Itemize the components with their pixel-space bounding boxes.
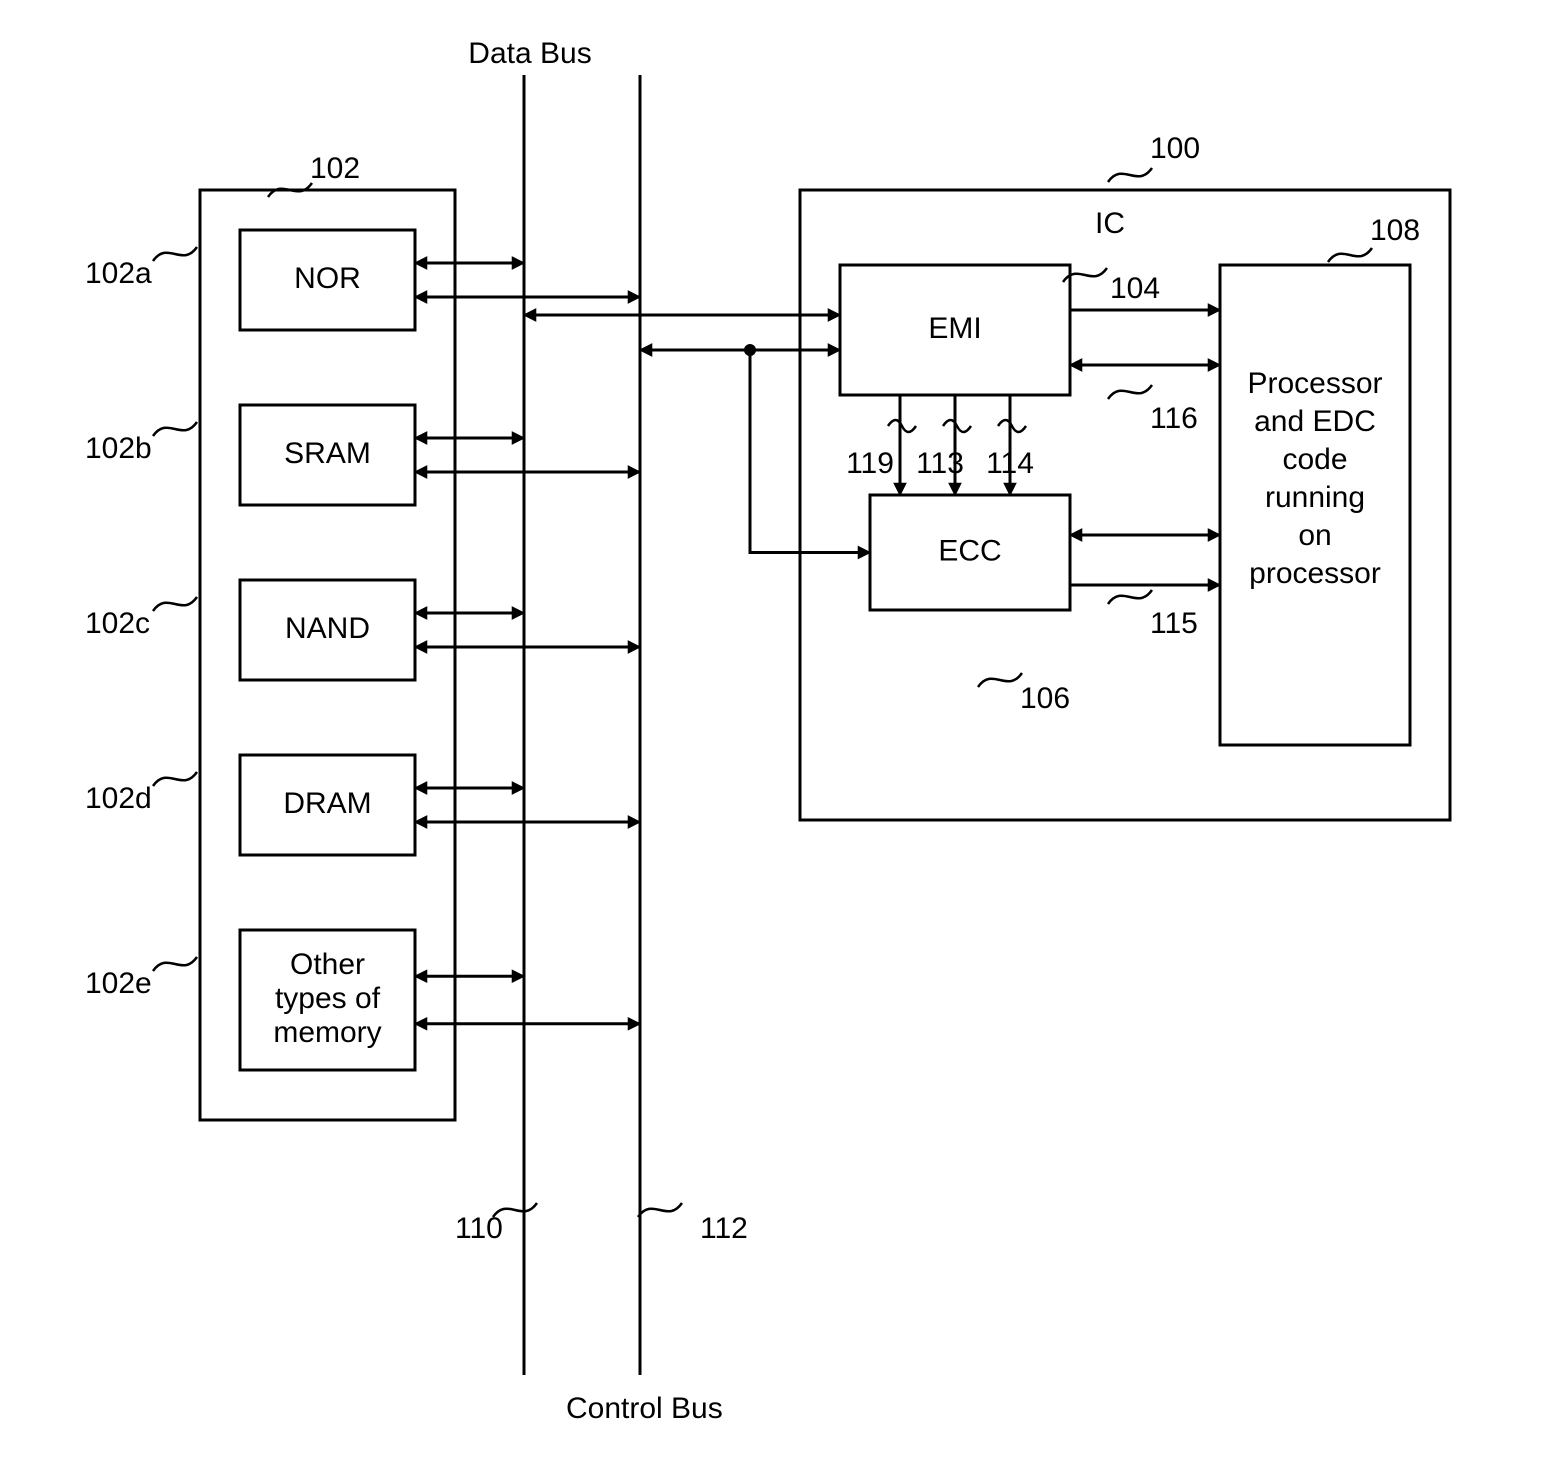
ref-112: 112 (700, 1212, 748, 1245)
mem-label-other: memory (273, 1016, 381, 1049)
ref-116: 116 (1150, 402, 1198, 435)
processor-label: running (1265, 481, 1365, 514)
mem-label-other: types of (275, 982, 381, 1015)
ref-102d: 102d (85, 782, 152, 815)
processor-label: and EDC (1254, 405, 1376, 438)
emi-label: EMI (928, 312, 981, 345)
ref-tick-116 (1108, 385, 1152, 399)
mem-label-nand: NAND (285, 612, 370, 645)
processor-label: on (1298, 519, 1331, 552)
ref-104: 104 (1110, 272, 1160, 305)
ref-tick-102b (153, 422, 197, 436)
ref-tick-108 (1328, 248, 1372, 262)
processor-label: processor (1249, 557, 1381, 590)
mem-label-dram: DRAM (283, 787, 371, 820)
ref-tick-102e (153, 957, 197, 971)
ref-106: 106 (1020, 682, 1070, 715)
processor-label: Processor (1247, 367, 1382, 400)
ref-tick-102a (153, 247, 197, 261)
mem-label-nor: NOR (294, 262, 361, 295)
ref-102b: 102b (85, 432, 152, 465)
control-bus-label: Control Bus (566, 1392, 723, 1425)
ref-119: 119 (846, 447, 894, 480)
ref-tick-102 (268, 183, 312, 197)
ref-tick-102c (153, 597, 197, 611)
ref-tick-100 (1108, 168, 1152, 182)
ref-108: 108 (1370, 214, 1420, 247)
emi-ecc-break-2 (998, 420, 1026, 432)
data-bus-label: Data Bus (468, 37, 591, 70)
ref-113: 113 (916, 447, 964, 480)
ref-102e: 102e (85, 967, 152, 1000)
ecc-label: ECC (938, 534, 1001, 567)
ref-115: 115 (1150, 607, 1198, 640)
ref-100: 100 (1150, 132, 1200, 165)
ref-tick-112 (638, 1203, 682, 1217)
mem-label-other: Other (290, 948, 365, 981)
ic-label: IC (1095, 207, 1125, 240)
ref-102a: 102a (85, 257, 152, 290)
ref-tick-102d (153, 772, 197, 786)
mem-label-sram: SRAM (284, 437, 371, 470)
ref-110: 110 (455, 1212, 503, 1245)
ref-102: 102 (310, 152, 360, 185)
ref-tick-115 (1108, 590, 1152, 604)
ref-114: 114 (986, 447, 1034, 480)
ref-tick-106 (978, 673, 1022, 687)
emi-ecc-break-1 (943, 420, 971, 432)
emi-ecc-break-0 (888, 420, 916, 432)
processor-label: code (1282, 443, 1347, 476)
ref-102c: 102c (85, 607, 150, 640)
